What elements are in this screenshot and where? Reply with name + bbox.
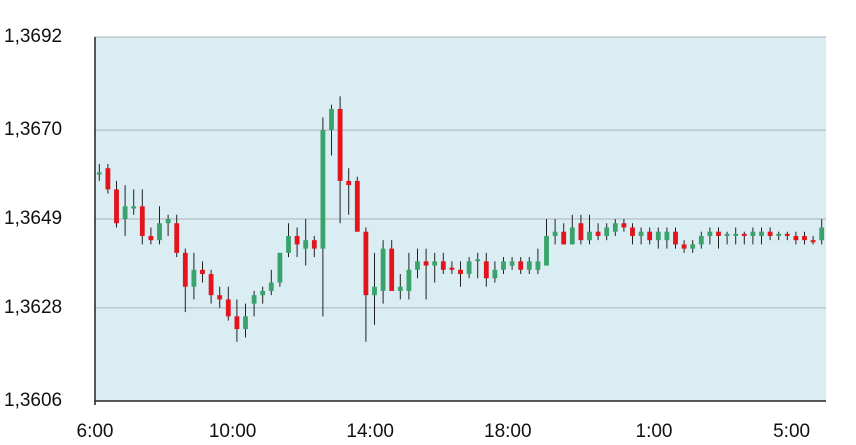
candle-body [518, 261, 524, 270]
candle-body [673, 231, 678, 245]
candle-body [389, 248, 395, 291]
candle-body [655, 231, 661, 241]
candle-body [286, 235, 291, 253]
candle-body [432, 261, 438, 266]
y-tick-label: 1,3670 [4, 119, 62, 140]
candle-body [131, 206, 137, 209]
candle-body [105, 168, 111, 190]
candle-body [767, 231, 773, 236]
candle-body [647, 231, 653, 241]
candle-body [208, 274, 214, 296]
candle-body [225, 299, 231, 317]
candle-body [415, 261, 420, 270]
candle-body [716, 231, 721, 236]
candle-body [698, 235, 704, 245]
candle-body [346, 180, 352, 186]
candle-body [587, 231, 592, 241]
candle-body [354, 180, 360, 232]
candle-body [251, 295, 257, 304]
candle-body [380, 248, 386, 291]
candle-body [114, 189, 119, 224]
candle-body [440, 261, 446, 270]
candle-body [277, 252, 283, 283]
candle-body [664, 231, 670, 241]
candle-body [793, 235, 799, 241]
candle-body [449, 267, 455, 270]
candle-body [372, 286, 377, 296]
x-tick-label: 18:00 [484, 421, 532, 442]
x-tick-label: 10:00 [209, 421, 257, 442]
candle-body [552, 231, 558, 236]
candle-body [311, 240, 317, 249]
candle-body [810, 240, 816, 243]
candle-body [191, 269, 197, 287]
candle-body [630, 227, 635, 236]
candle-body [200, 269, 205, 275]
candle-body [759, 231, 764, 236]
y-tick-label: 1,3692 [4, 26, 62, 47]
y-tick-label: 1,3606 [4, 390, 62, 411]
candle-body [122, 206, 128, 219]
candle-body [569, 227, 575, 245]
candle-body [724, 233, 730, 236]
candle-body [561, 231, 567, 245]
candle-body [819, 227, 825, 241]
candle-body [303, 240, 309, 249]
candle-body [604, 227, 610, 236]
candle-body [595, 231, 601, 236]
candle-body [329, 108, 334, 131]
candle-body [157, 223, 162, 241]
candle-body [544, 235, 549, 266]
candle-body [612, 223, 618, 232]
candle-body [776, 233, 782, 236]
candle-body [475, 259, 481, 262]
candle-body [174, 223, 180, 253]
candle-body [423, 261, 429, 266]
candle-body [578, 223, 584, 241]
candle-body [234, 316, 240, 330]
candle-body [638, 231, 644, 236]
candle-body [483, 261, 489, 279]
candle-body [294, 235, 300, 245]
candle-body [406, 269, 412, 291]
candle-body [741, 233, 747, 236]
candle-body [260, 290, 266, 296]
candle-body [243, 316, 248, 330]
candle-body [320, 130, 326, 249]
y-tick-label: 1,3628 [4, 297, 62, 318]
x-tick-label: 1:00 [636, 421, 673, 442]
x-tick-label: 6:00 [77, 421, 114, 442]
candle-body [492, 269, 498, 279]
candle-body [363, 231, 369, 296]
candle-body [802, 235, 807, 241]
candle-body [148, 235, 154, 241]
x-tick-label: 5:00 [773, 421, 810, 442]
candle-body [466, 261, 472, 275]
candle-body [784, 233, 790, 236]
candle-body [337, 108, 343, 181]
candle-body [397, 286, 403, 291]
candle-body [217, 295, 223, 300]
candle-body [681, 244, 687, 249]
candle-body [501, 261, 506, 270]
candle-body [535, 261, 541, 270]
candle-body [458, 269, 463, 275]
candle-body [509, 261, 515, 266]
candle-body [165, 219, 171, 224]
y-tick-label: 1,3649 [4, 208, 62, 229]
candle-body [268, 282, 274, 291]
candle-body [182, 252, 188, 287]
candle-body [526, 261, 532, 270]
candle-body [690, 244, 696, 249]
candle-body [707, 231, 713, 236]
candle-body [733, 233, 739, 236]
candle-body [96, 172, 102, 175]
x-tick-label: 14:00 [346, 421, 394, 442]
candle-body [139, 206, 145, 236]
candle-body [621, 223, 627, 228]
candle-body [750, 231, 756, 236]
